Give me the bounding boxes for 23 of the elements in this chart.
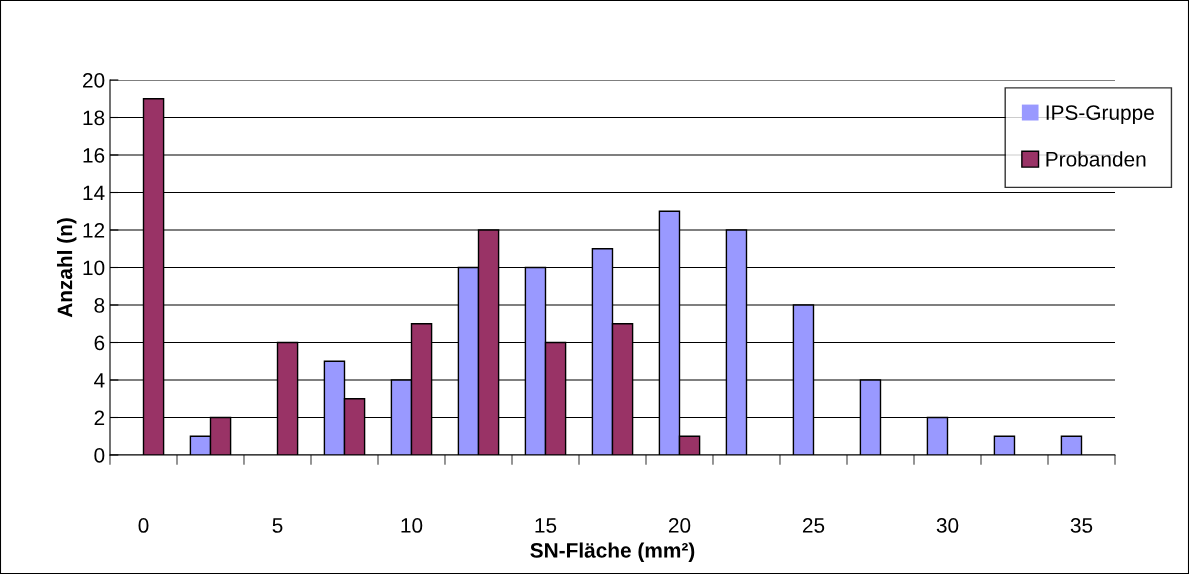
y-tick-label: 18 (83, 110, 105, 126)
x-tick-label: 15 (535, 518, 557, 533)
legend-label: IPS-Gruppe (1046, 105, 1154, 125)
y-tick-label: 16 (83, 148, 105, 163)
x-tick-label: 35 (1070, 518, 1093, 533)
y-tick-label: 14 (83, 185, 105, 201)
x-tick-label: 30 (936, 518, 959, 533)
y-tick-label: 12 (83, 223, 105, 238)
x-tick-label: 0 (138, 518, 149, 533)
y-tick-label: 0 (94, 448, 105, 463)
y-tick-label: 20 (83, 73, 105, 88)
y-tick-label: 2 (94, 410, 105, 426)
y-tick-label: 4 (94, 373, 105, 388)
y-tick-label: 6 (94, 335, 105, 351)
x-tick-label: 10 (401, 518, 423, 533)
x-axis-title: SN-Fläche (mm²) (530, 542, 695, 562)
y-tick-label: 10 (83, 260, 105, 276)
legend-label: Probanden (1046, 151, 1146, 167)
x-tick-label: 25 (802, 518, 825, 533)
x-tick-label: 20 (668, 518, 691, 533)
x-tick-label: 5 (272, 518, 283, 533)
y-tick-label: 8 (94, 298, 105, 313)
y-axis-title: Anzahl (n) (56, 218, 77, 318)
